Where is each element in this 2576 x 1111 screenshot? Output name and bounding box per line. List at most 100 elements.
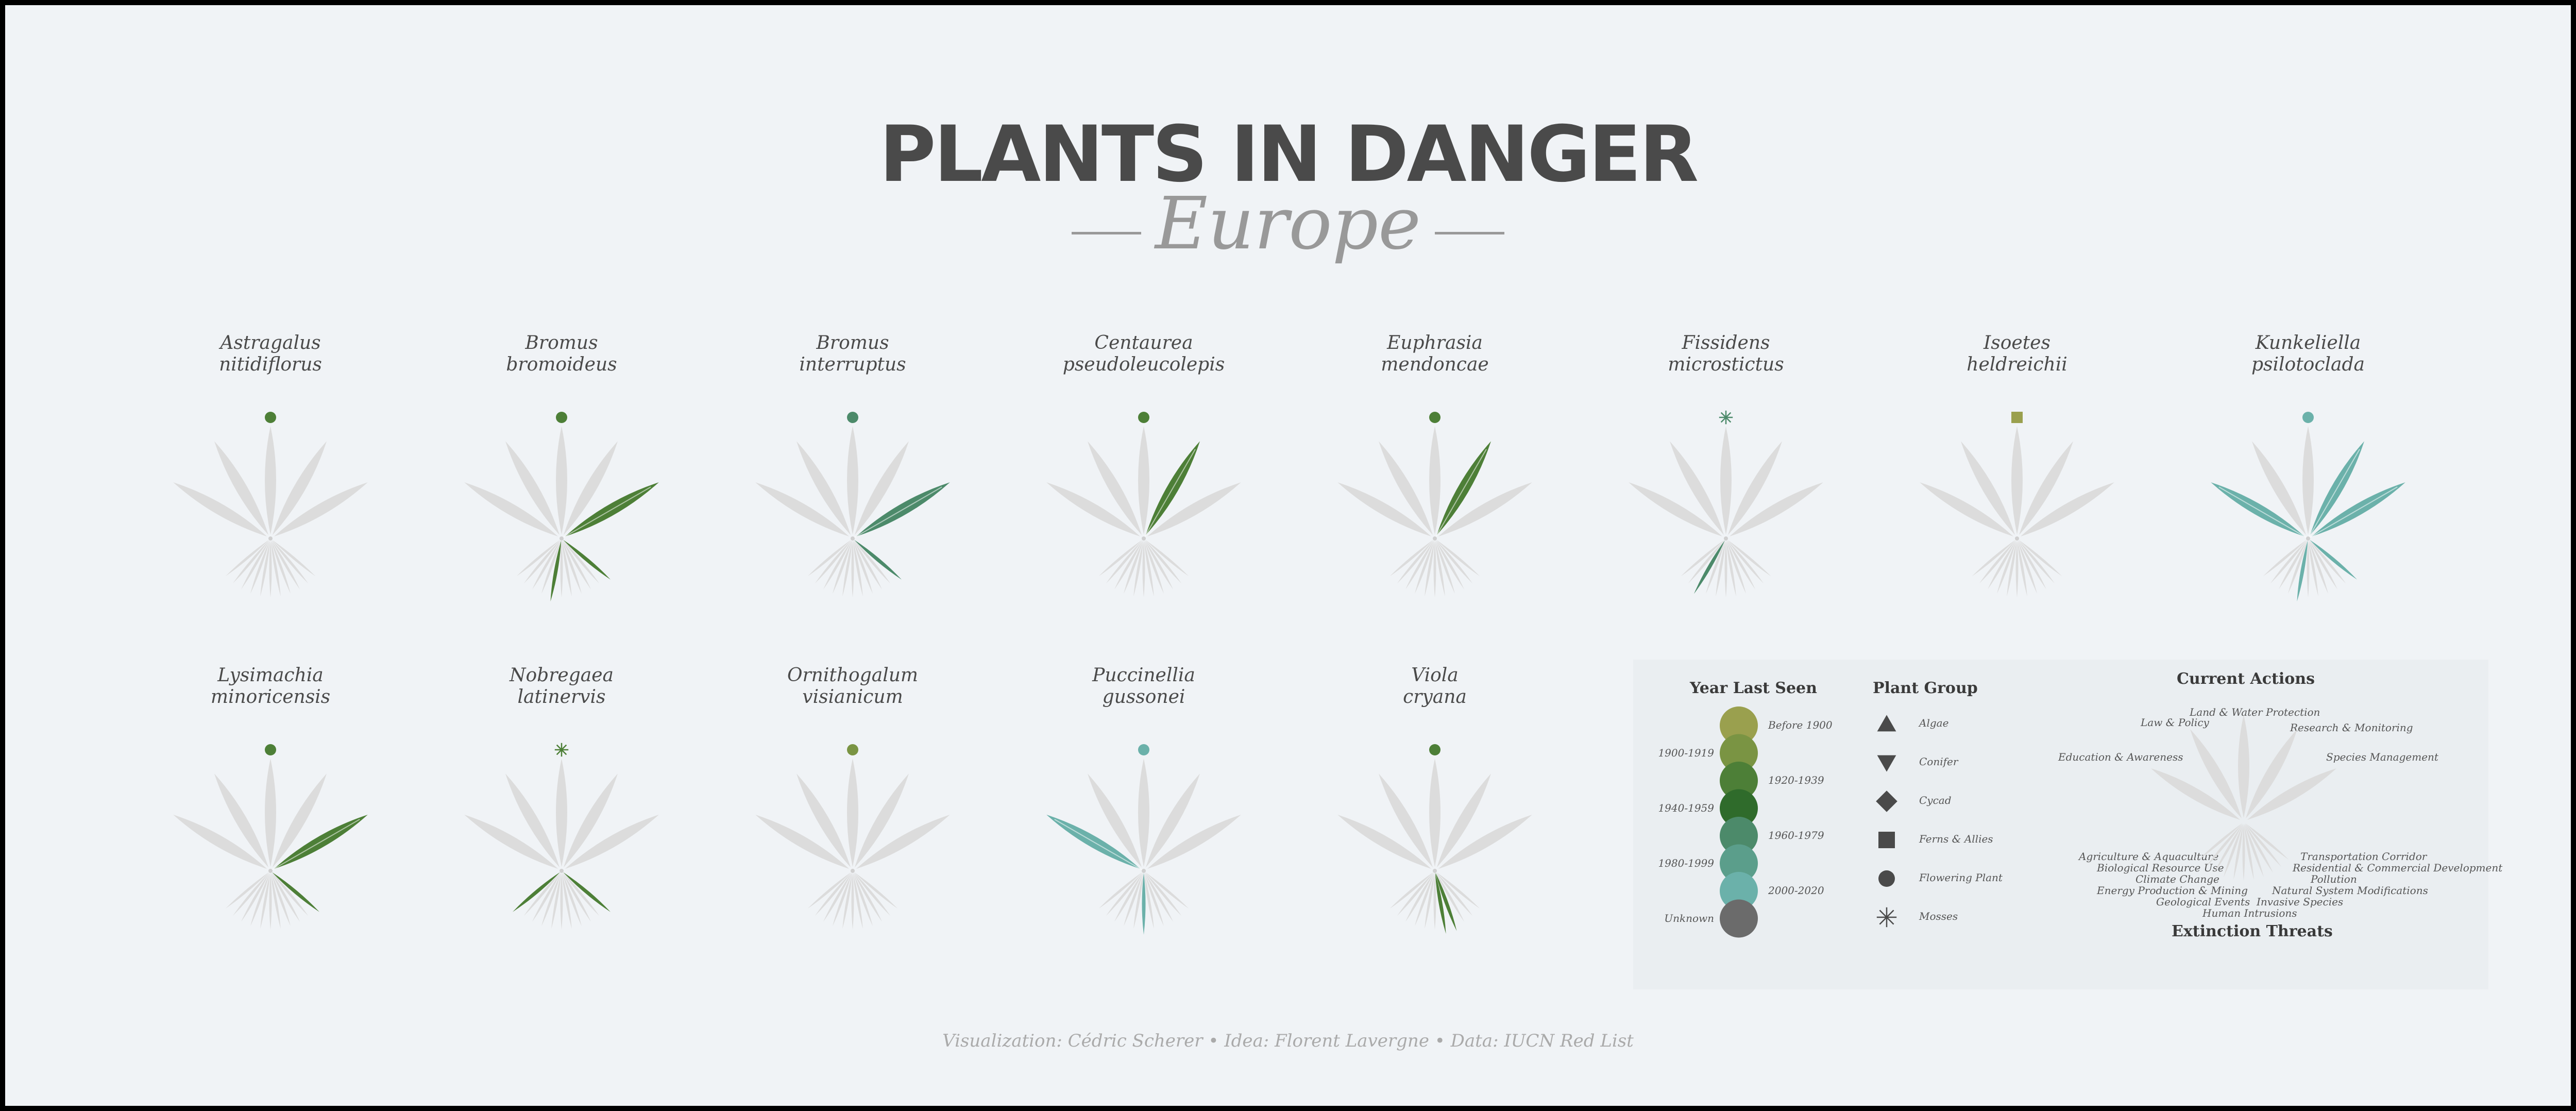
ghost-threat-root <box>1145 872 1173 922</box>
ghost-threat-root <box>272 872 300 922</box>
year-legend-label: 1960-1979 <box>1768 829 1824 841</box>
species-name-line: pseudoleucolepis <box>1062 354 1225 375</box>
plant-glyph <box>1920 412 2114 597</box>
ghost-action-leaf <box>1920 482 2014 536</box>
threat-key-label: Residential & Commercial Development <box>2293 862 2503 874</box>
species-name: Bromus bromoideus <box>433 332 690 376</box>
ghost-threat-root <box>1727 540 1764 584</box>
ghost-threat-root <box>1142 541 1145 597</box>
leaf-vein <box>2218 486 2309 539</box>
ghost-threat-root <box>2019 540 2062 577</box>
year-legend-label: Unknown <box>1664 912 1714 924</box>
plant-glyph <box>464 743 659 930</box>
plant-group-marker <box>265 744 276 755</box>
ghost-threat-root <box>551 872 562 929</box>
ghost-threat-root <box>823 540 852 590</box>
ghost-threat-root <box>272 540 316 577</box>
threat-root <box>1435 872 1446 934</box>
ghost-threat-root <box>1988 540 2016 590</box>
ghost-threat-root <box>560 873 563 930</box>
leaf-vein <box>2308 486 2398 539</box>
ghost-action-leaf <box>1720 426 1732 534</box>
species-name-line: Ornithogalum <box>787 665 919 686</box>
ghost-action-leaf <box>556 426 567 534</box>
ghost-action-leaf <box>2020 482 2114 536</box>
plant-glyph <box>173 744 368 930</box>
ghost-threat-root <box>516 540 560 577</box>
threat-root <box>854 540 902 580</box>
ghost-action-leaf <box>214 441 268 535</box>
ghost-action-leaf <box>1379 441 1433 535</box>
ghost-action-leaf <box>464 815 558 869</box>
ghost-threat-root <box>851 873 854 930</box>
ghost-threat-root <box>833 872 852 927</box>
glyph-center <box>268 869 273 873</box>
ghost-threat-root <box>1436 540 1480 577</box>
species-name: Euphrasia mendoncae <box>1306 332 1564 376</box>
ghost-threat-root <box>2309 540 2337 590</box>
ghost-threat-root <box>563 540 600 584</box>
ghost-action-leaf <box>2019 441 2073 535</box>
threat-key-label: Energy Production & Mining <box>2097 884 2248 897</box>
ghost-threat-root <box>854 872 891 916</box>
year-swatch <box>1720 817 1758 855</box>
ghost-action-leaf <box>2302 426 2314 534</box>
ghost-threat-root <box>1405 872 1434 922</box>
ghost-threat-root <box>2018 540 2037 594</box>
plant-glyphs <box>173 410 2405 935</box>
plant-glyph <box>755 412 950 597</box>
plant-glyph <box>464 412 659 602</box>
plant-group-marker <box>847 412 858 423</box>
ghost-action-leaf <box>1429 759 1440 867</box>
ghost-threat-root <box>1979 540 2016 584</box>
ghost-threat-root <box>2015 541 2019 597</box>
glyph-center <box>1433 869 1437 873</box>
ghost-threat-root <box>241 872 269 922</box>
ghost-threat-root <box>560 541 563 597</box>
ghost-action-leaf <box>2011 426 2023 534</box>
threat-root <box>1435 872 1457 931</box>
species-name-line: heldreichii <box>1967 354 2067 375</box>
year-legend-label: 2000-2020 <box>1768 884 1824 897</box>
action-key-label: Research & Monitoring <box>2290 721 2413 734</box>
leaf-vein <box>1143 449 1196 539</box>
ghost-threat-root <box>1436 872 1480 909</box>
ghost-action-leaf <box>1088 441 1142 535</box>
year-swatch <box>1720 706 1758 745</box>
species-name-line: Viola <box>1411 665 1459 686</box>
ghost-threat-root <box>1144 540 1154 597</box>
ghost-threat-root <box>1436 872 1473 916</box>
year-swatch <box>1720 872 1758 910</box>
species-name-line: Bromus <box>525 332 598 354</box>
ghost-threat-root <box>1436 540 1464 590</box>
ghost-action-leaf <box>265 426 276 534</box>
ghost-threat-root <box>854 540 882 590</box>
ghost-action-leaf <box>1337 815 1432 869</box>
key-action-leaf <box>2238 715 2249 818</box>
group-legend-title: Plant Group <box>1873 679 1978 697</box>
ghost-threat-root <box>271 872 291 927</box>
species-name-line: Kunkeliella <box>2255 332 2361 354</box>
ghost-threat-root <box>1425 872 1435 929</box>
action-key-label: Law & Policy <box>2141 716 2209 729</box>
ghost-action-leaf <box>856 815 950 869</box>
ghost-threat-root <box>815 872 852 916</box>
ghost-threat-root <box>1726 540 1736 597</box>
ghost-threat-root <box>851 541 854 597</box>
species-name: Fissidens microstictus <box>1597 332 1855 376</box>
species-name-line: mendoncae <box>1381 354 1489 375</box>
year-legend-label: 1940-1959 <box>1658 801 1714 814</box>
species-name: Viola cryana <box>1306 665 1564 708</box>
year-swatch <box>1720 734 1758 772</box>
group-legend-label: Conifer <box>1919 755 1958 768</box>
ghost-threat-root <box>2309 540 2346 584</box>
ghost-threat-root <box>833 540 852 594</box>
ghost-threat-root <box>541 540 561 594</box>
chart-canvas: PLANTS IN DANGER Europe Astragalus nitidi… <box>5 5 2571 1106</box>
key-threat-root <box>2214 823 2243 873</box>
ghost-action-leaf <box>1670 441 1724 535</box>
threat-key-label: Natural System Modifications <box>2272 884 2428 897</box>
plant-group-marker <box>265 412 276 423</box>
ghost-threat-root <box>1144 872 1164 927</box>
ghost-action-leaf <box>505 773 560 868</box>
